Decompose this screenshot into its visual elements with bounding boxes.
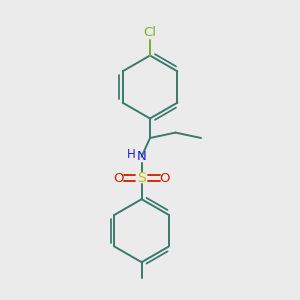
Text: Cl: Cl	[143, 26, 157, 39]
Text: N: N	[137, 150, 146, 163]
Text: O: O	[113, 172, 124, 185]
Text: O: O	[160, 172, 170, 185]
Text: S: S	[137, 171, 146, 185]
Text: H: H	[126, 148, 135, 161]
